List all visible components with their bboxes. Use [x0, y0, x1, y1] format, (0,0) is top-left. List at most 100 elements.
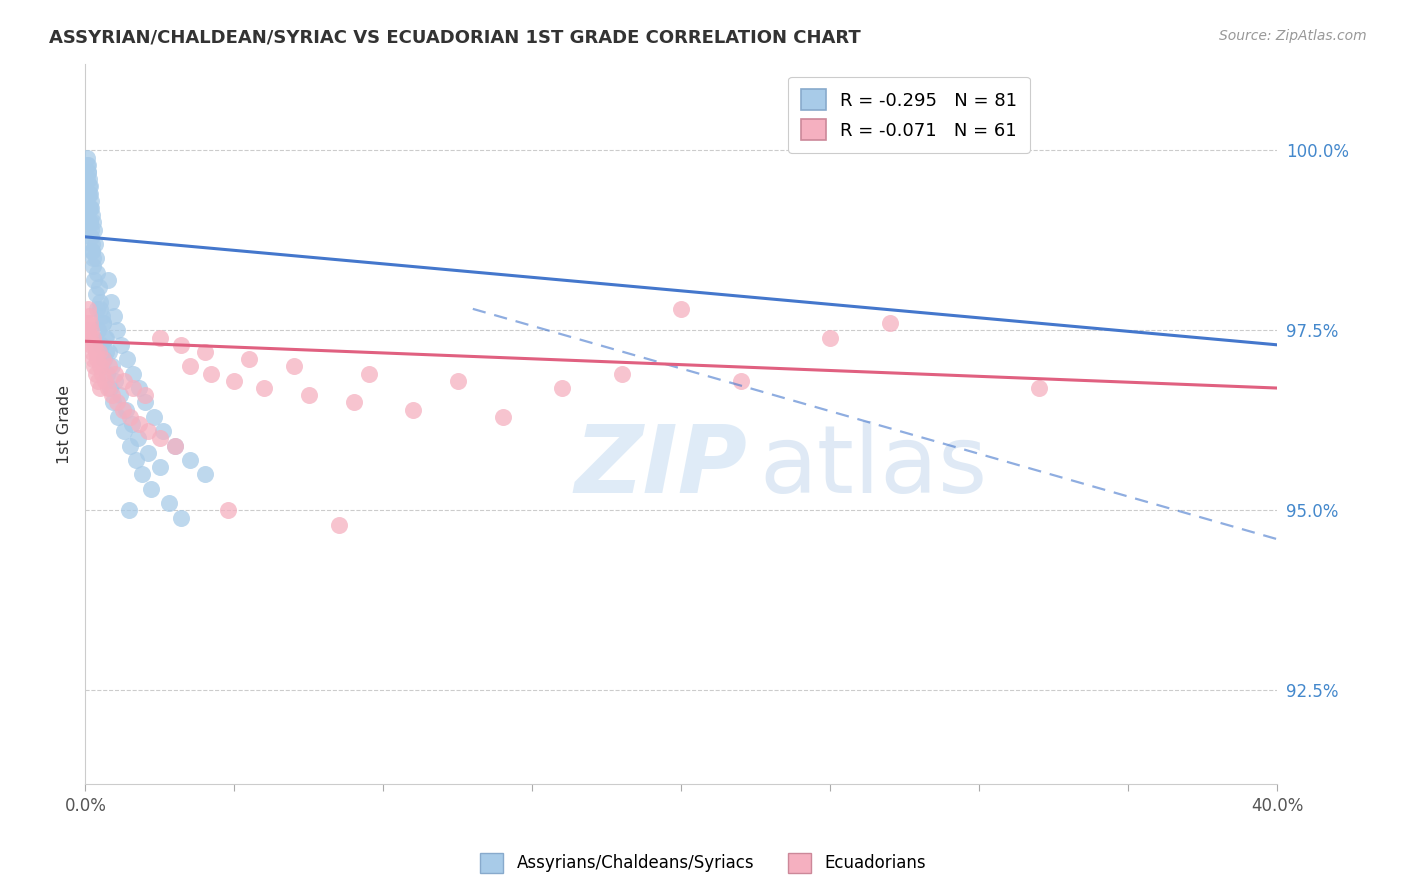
Point [77, 165, 100, 179]
Point [79, 331, 101, 345]
Point [90, 367, 112, 381]
Point [80, 222, 103, 236]
Point [121, 417, 143, 431]
Point [93, 374, 115, 388]
Text: ZIP: ZIP [574, 421, 747, 513]
Point [128, 381, 150, 395]
Point [91, 352, 114, 367]
Point [77, 201, 100, 215]
Point [84, 287, 107, 301]
Point [77, 179, 100, 194]
Point [671, 301, 693, 316]
Point [86, 301, 108, 316]
Point [77, 186, 100, 201]
Point [170, 338, 193, 352]
Point [179, 453, 201, 467]
Y-axis label: 1st Grade: 1st Grade [58, 384, 72, 464]
Point [83, 359, 105, 374]
Point [77, 186, 100, 201]
Point [157, 496, 180, 510]
Point [730, 374, 752, 388]
Point [136, 424, 159, 438]
Point [447, 374, 470, 388]
Point [200, 367, 222, 381]
Point [107, 409, 129, 424]
Point [194, 345, 217, 359]
Point [83, 273, 105, 287]
Point [115, 352, 138, 367]
Point [82, 259, 104, 273]
Point [79, 201, 101, 215]
Point [134, 395, 156, 409]
Point [93, 352, 115, 367]
Point [551, 381, 574, 395]
Point [108, 388, 131, 402]
Point [77, 323, 100, 337]
Point [80, 345, 103, 359]
Point [238, 352, 260, 367]
Point [87, 323, 110, 337]
Legend: R = -0.295   N = 81, R = -0.071   N = 61: R = -0.295 N = 81, R = -0.071 N = 61 [787, 77, 1031, 153]
Point [77, 165, 100, 179]
Point [91, 316, 114, 330]
Point [114, 402, 136, 417]
Point [820, 331, 842, 345]
Point [224, 374, 246, 388]
Point [79, 179, 101, 194]
Point [112, 374, 135, 388]
Point [82, 215, 104, 229]
Point [217, 503, 239, 517]
Point [86, 266, 108, 280]
Point [120, 409, 142, 424]
Point [127, 432, 149, 446]
Text: atlas: atlas [759, 421, 987, 513]
Point [76, 158, 98, 172]
Point [491, 409, 513, 424]
Point [122, 367, 145, 381]
Point [79, 215, 101, 229]
Point [76, 158, 98, 172]
Point [90, 338, 112, 352]
Point [82, 331, 104, 345]
Point [80, 338, 103, 352]
Point [103, 309, 125, 323]
Point [89, 359, 111, 374]
Point [152, 424, 174, 438]
Point [90, 309, 112, 323]
Point [97, 273, 120, 287]
Point [357, 367, 380, 381]
Point [80, 230, 103, 244]
Point [100, 359, 122, 374]
Point [79, 186, 101, 201]
Point [104, 374, 127, 388]
Point [83, 222, 105, 236]
Point [342, 395, 364, 409]
Point [149, 432, 172, 446]
Point [110, 338, 132, 352]
Point [120, 439, 142, 453]
Point [84, 237, 107, 252]
Point [97, 345, 120, 359]
Point [122, 381, 145, 395]
Point [149, 331, 172, 345]
Point [163, 439, 186, 453]
Point [1028, 381, 1050, 395]
Point [163, 439, 186, 453]
Point [93, 331, 115, 345]
Point [83, 338, 105, 352]
Point [80, 323, 103, 337]
Text: Source: ZipAtlas.com: Source: ZipAtlas.com [1219, 29, 1367, 43]
Point [82, 352, 104, 367]
Point [125, 453, 148, 467]
Point [89, 294, 111, 309]
Point [610, 367, 633, 381]
Point [170, 510, 193, 524]
Point [84, 345, 107, 359]
Point [80, 194, 103, 208]
Point [253, 381, 276, 395]
Point [104, 367, 127, 381]
Point [89, 301, 111, 316]
Point [111, 402, 134, 417]
Point [879, 316, 901, 330]
Point [96, 345, 118, 359]
